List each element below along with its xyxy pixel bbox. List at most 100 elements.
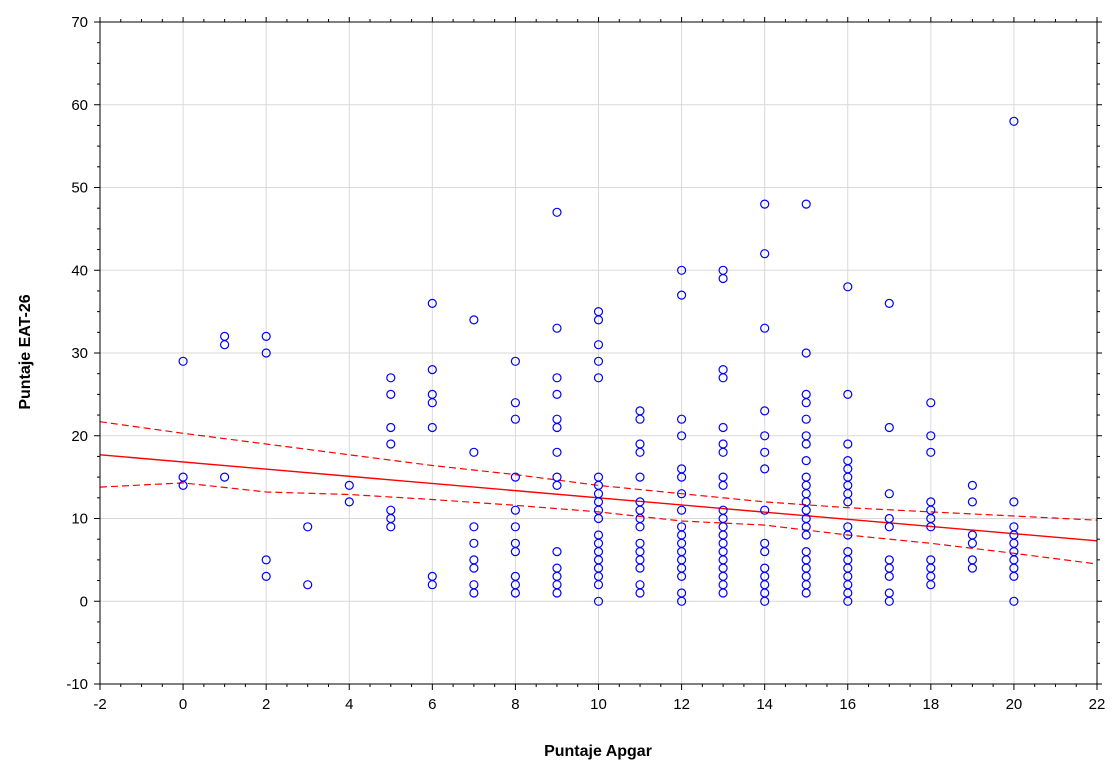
y-tick-label: 60 — [71, 97, 88, 114]
data-point — [967, 530, 978, 540]
data-point — [760, 505, 770, 515]
data-point — [427, 298, 437, 308]
data-point — [760, 249, 770, 259]
data-point — [510, 546, 521, 557]
data-point — [801, 563, 811, 573]
x-tick-label: 22 — [1089, 696, 1106, 713]
data-point — [926, 398, 936, 408]
data-point — [303, 522, 313, 532]
x-tick-label: 10 — [590, 696, 607, 713]
data-point — [469, 522, 479, 532]
data-point — [843, 596, 853, 606]
data-point — [635, 580, 645, 590]
data-point — [718, 422, 728, 433]
data-point — [344, 497, 354, 507]
data-point — [718, 546, 728, 557]
data-point — [635, 406, 645, 416]
x-tick-label: 8 — [511, 696, 519, 713]
data-point — [510, 398, 521, 408]
data-point — [469, 555, 479, 565]
data-point — [344, 480, 354, 490]
data-point — [1009, 497, 1019, 507]
x-tick-label: 0 — [179, 696, 187, 713]
data-point — [552, 373, 562, 383]
data-point — [510, 414, 521, 424]
data-point — [261, 331, 271, 341]
data-point — [718, 505, 728, 515]
data-point — [510, 472, 521, 482]
data-point — [884, 588, 894, 598]
data-point — [884, 596, 894, 606]
y-tick-label: 10 — [71, 511, 88, 528]
data-point — [718, 365, 728, 375]
y-tick-label: 50 — [71, 180, 88, 197]
data-point — [552, 546, 562, 557]
data-point — [801, 414, 811, 424]
data-point — [884, 563, 894, 573]
data-point — [676, 290, 687, 300]
data-point — [552, 588, 562, 598]
x-tick-label: 12 — [673, 696, 690, 713]
data-point — [718, 555, 728, 565]
data-point — [718, 571, 728, 582]
data-point — [801, 480, 811, 490]
x-tick-label: 4 — [345, 696, 353, 713]
data-point — [386, 522, 396, 532]
data-point — [760, 406, 770, 416]
x-tick-label: 16 — [839, 696, 856, 713]
data-point — [510, 522, 521, 532]
data-point — [801, 530, 811, 540]
data-point — [801, 389, 811, 399]
data-point — [676, 265, 687, 275]
data-point — [718, 563, 728, 573]
data-point — [801, 580, 811, 590]
data-point — [801, 398, 811, 408]
data-point — [593, 580, 604, 590]
data-point — [718, 480, 728, 490]
data-point — [303, 580, 313, 590]
data-point — [718, 530, 728, 540]
y-tick-label: 40 — [71, 262, 88, 279]
data-point — [676, 571, 687, 582]
data-point — [718, 439, 728, 449]
data-point — [801, 456, 811, 466]
data-point — [469, 580, 479, 590]
data-point — [967, 563, 978, 573]
data-point — [261, 555, 271, 565]
data-point — [676, 414, 687, 424]
data-point — [510, 588, 521, 598]
data-point — [635, 538, 645, 548]
data-point — [926, 580, 936, 590]
data-point — [801, 497, 811, 507]
data-point — [926, 522, 936, 532]
data-point — [552, 422, 562, 433]
confidence-band-lower — [99, 482, 1098, 565]
data-point — [552, 480, 562, 490]
data-point — [718, 580, 728, 590]
confidence-bands — [99, 421, 1098, 565]
data-point — [386, 389, 396, 399]
data-point — [552, 207, 562, 217]
data-point — [676, 596, 687, 606]
x-axis-title: Puntaje Apgar — [544, 743, 652, 760]
data-point — [884, 422, 894, 433]
y-tick-label: -10 — [66, 676, 88, 693]
data-point — [635, 546, 645, 557]
data-point — [760, 464, 770, 474]
data-point — [843, 389, 853, 399]
data-point — [469, 588, 479, 598]
data-point — [718, 273, 728, 284]
data-point — [427, 422, 437, 433]
data-point — [718, 472, 728, 482]
confidence-band-upper — [99, 421, 1098, 521]
data-point — [469, 447, 479, 457]
data-point — [884, 522, 894, 532]
x-tick-label: 20 — [1006, 696, 1023, 713]
data-point — [801, 199, 811, 209]
data-point — [386, 505, 396, 515]
data-point — [884, 571, 894, 582]
data-point — [843, 439, 853, 449]
data-point — [967, 555, 978, 565]
data-point — [718, 538, 728, 548]
data-point — [760, 199, 770, 209]
